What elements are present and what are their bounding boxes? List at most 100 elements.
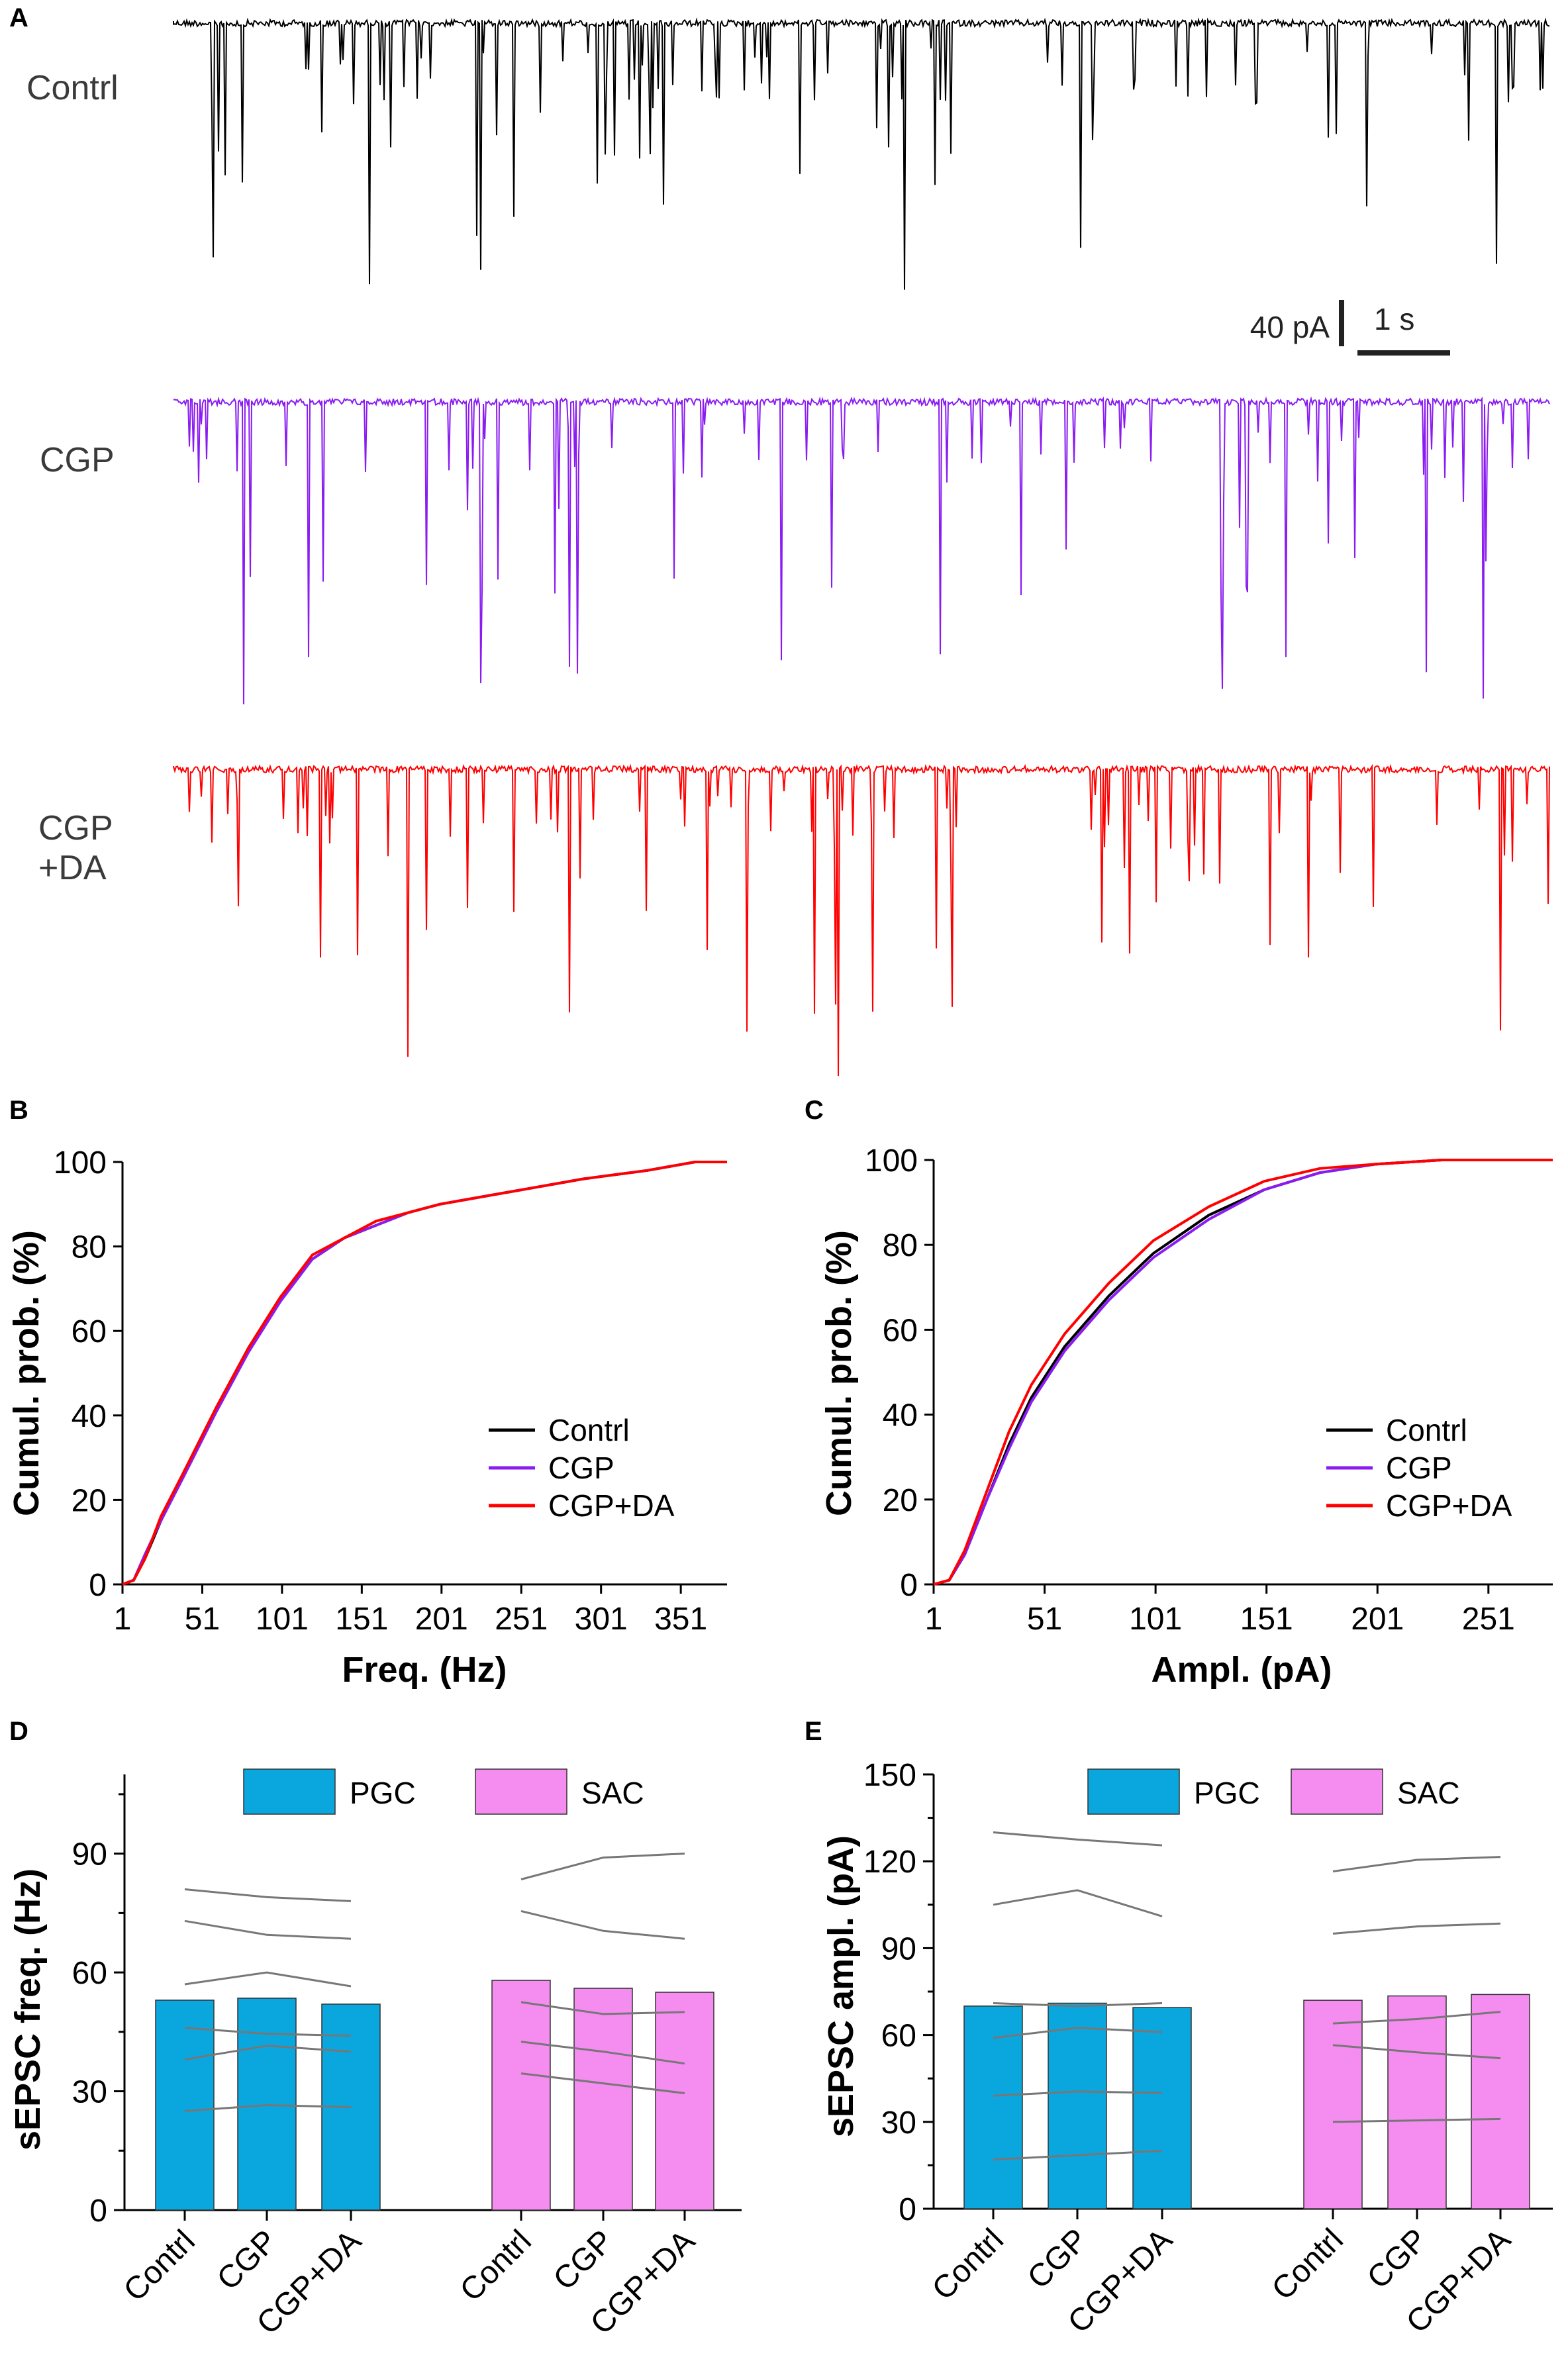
- legend-swatch-sac: [1291, 1768, 1383, 1815]
- legend-swatch-sac: [475, 1768, 567, 1815]
- x-tick-label: 101: [1129, 1602, 1182, 1637]
- x-tick-label: 151: [335, 1602, 388, 1637]
- panel-label-a: A: [9, 3, 28, 32]
- individual-cell-line: [993, 2002, 1163, 2007]
- y-axis-label: sEPSC freq. (Hz): [8, 1868, 48, 2150]
- y-tick-label: 100: [865, 1143, 918, 1179]
- x-axis-label: Ampl. (pA): [1152, 1650, 1332, 1690]
- category-label: Contrl: [1265, 2222, 1350, 2307]
- y-axis-label: Cumul. prob. (%): [7, 1230, 46, 1516]
- y-tick-label: 30: [72, 2075, 107, 2110]
- panel-label-e: E: [805, 1717, 822, 1746]
- individual-cell-line: [184, 1971, 352, 1988]
- y-tick-label: 40: [72, 1399, 107, 1434]
- y-tick-label: 80: [883, 1228, 918, 1263]
- individual-cell-line: [184, 2103, 352, 2112]
- panel-label-c: C: [805, 1096, 824, 1125]
- category-label: CGP: [1021, 2222, 1095, 2295]
- y-tick-label: 0: [899, 2192, 916, 2227]
- category-label: Contrl: [454, 2223, 538, 2308]
- legend-label: CGP: [1386, 1451, 1452, 1485]
- y-tick-label: 60: [72, 1314, 107, 1349]
- cumulative-frequency-chart: 1 51 101 151 201 251 301 351020406080100ContrlC…: [7, 1145, 727, 1690]
- y-tick-label: 150: [863, 1758, 916, 1793]
- x-tick-label: 51: [185, 1602, 220, 1637]
- y-tick-label: 100: [54, 1145, 107, 1181]
- category-label: Contrl: [926, 2222, 1010, 2307]
- bar-pgc-contrl: [155, 2000, 215, 2211]
- y-tick-label: 30: [881, 2105, 916, 2141]
- trace-contrl: [173, 17, 1550, 290]
- individual-cell-line: [1332, 2011, 1501, 2025]
- legend-label-sac: SAC: [1397, 1776, 1460, 1810]
- individual-cell-line: [184, 2027, 352, 2037]
- bar-sac-contrl: [491, 1980, 551, 2211]
- trace-label-contrl: Contrl: [26, 69, 119, 107]
- x-tick-label: 201: [1351, 1602, 1404, 1637]
- individual-cell-line: [993, 2027, 1163, 2039]
- y-tick-label: 0: [89, 1568, 107, 1603]
- y-axis-label: sEPSC ampl. (pA): [821, 1835, 861, 2137]
- bar-sac-contrl: [1303, 2000, 1363, 2209]
- x-tick-label: 301: [575, 1602, 628, 1637]
- individual-cell-line: [1332, 1856, 1501, 1872]
- legend-label: Contrl: [548, 1413, 630, 1447]
- category-label: CGP: [547, 2223, 620, 2297]
- x-tick-label: 151: [1240, 1602, 1293, 1637]
- bar-sac-cgp: [1387, 1995, 1447, 2209]
- scale-bar-time: 1 s: [1374, 302, 1414, 336]
- individual-cell-line: [1332, 1922, 1501, 1935]
- y-tick-label: 20: [883, 1483, 918, 1518]
- legend-label-pgc: PGC: [350, 1776, 416, 1810]
- y-tick-label: 0: [900, 1568, 918, 1603]
- y-axis-label: Cumul. prob. (%): [819, 1230, 859, 1516]
- individual-cell-line: [520, 2001, 685, 2015]
- trace-label-cgp-da-line1: CGP: [38, 809, 113, 847]
- y-tick-label: 0: [89, 2194, 107, 2229]
- individual-cell-line: [993, 2150, 1163, 2161]
- panel-label-b: B: [9, 1096, 28, 1125]
- y-tick-label: 80: [72, 1230, 107, 1265]
- x-axis-label: Freq. (Hz): [342, 1650, 507, 1690]
- individual-cell-line: [993, 1831, 1163, 1847]
- x-tick-label: 101: [256, 1602, 309, 1637]
- panel-label-d: D: [9, 1717, 28, 1746]
- individual-cell-line: [1332, 2044, 1501, 2060]
- legend-label: CGP+DA: [1386, 1488, 1512, 1523]
- legend-label: CGP: [548, 1451, 614, 1485]
- trace-block-cgp-da: CGP +DA: [38, 763, 1550, 1077]
- bar-sac-cgp-da: [655, 1992, 714, 2211]
- individual-cell-line: [993, 1889, 1163, 1917]
- legend-label: Contrl: [1386, 1413, 1467, 1447]
- scale-bar-amplitude: 40 pA: [1250, 310, 1330, 344]
- legend-swatch-pgc: [243, 1768, 336, 1815]
- x-tick-label: 1: [114, 1602, 132, 1637]
- individual-cell-line: [520, 1853, 685, 1880]
- category-label: Contrl: [117, 2223, 202, 2308]
- x-tick-label: 251: [495, 1602, 548, 1637]
- y-tick-label: 120: [863, 1845, 916, 1880]
- cumulative-amplitude-chart: 1 51 101 151 201 251020406080100ContrlCGPCGP+…: [819, 1143, 1553, 1690]
- trace-label-cgp: CGP: [40, 441, 115, 479]
- bar-pgc-cgp: [1048, 2002, 1107, 2209]
- y-tick-label: 60: [883, 1313, 918, 1348]
- bar-sac-cgp-da: [1471, 1994, 1530, 2209]
- bar-pgc-cgp: [237, 1998, 297, 2211]
- trace-cgp-da: [173, 763, 1550, 1077]
- y-tick-label: 60: [72, 1956, 107, 1991]
- category-label: CGP: [211, 2223, 284, 2297]
- y-tick-label: 90: [72, 1837, 107, 1872]
- y-tick-label: 60: [881, 2019, 916, 2054]
- bar-pgc-cgp-da: [1132, 2007, 1192, 2209]
- y-tick-label: 40: [883, 1398, 918, 1433]
- category-label: CGP: [1361, 2222, 1434, 2295]
- individual-cell-line: [184, 1888, 352, 1902]
- legend-swatch-pgc: [1087, 1768, 1180, 1815]
- trace-cgp: [173, 396, 1550, 704]
- legend-label-pgc: PGC: [1194, 1776, 1260, 1810]
- x-tick-label: 251: [1462, 1602, 1515, 1637]
- trace-label-cgp-da-line2: +DA: [38, 849, 107, 887]
